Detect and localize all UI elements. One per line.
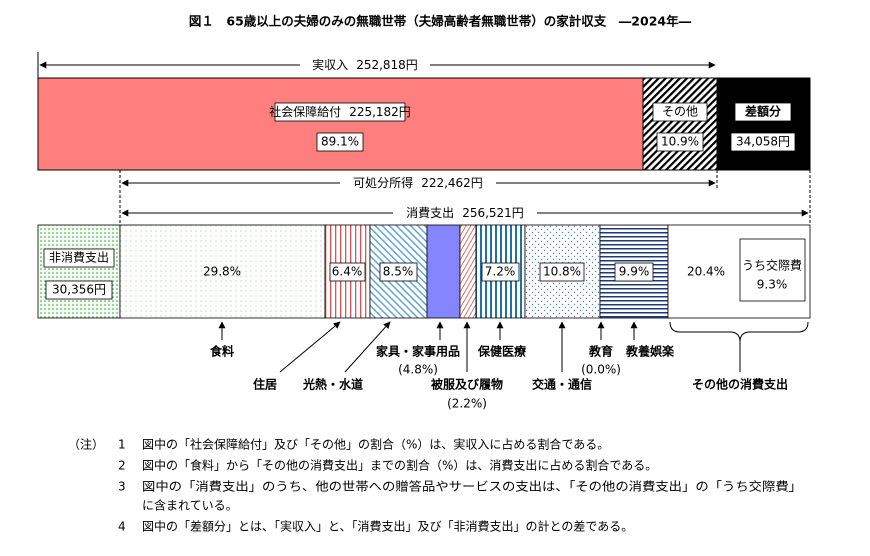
label-box xyxy=(652,102,708,122)
share: 89.1% xyxy=(321,135,359,149)
amount: 34,058円 xyxy=(736,135,790,149)
amount: 252,818円 xyxy=(356,58,418,72)
share: 6.4% xyxy=(332,265,363,279)
social-security-bar xyxy=(37,77,644,171)
income-label: 実収入 252,818円 xyxy=(312,57,418,72)
title: 図１ 65歳以上の夫婦のみの無職世帯（夫婦高齢者無職世帯）の家計収支 ―2024… xyxy=(189,14,692,29)
share: (4.8%) xyxy=(398,363,438,377)
label-box xyxy=(329,262,366,282)
other-label: その他 xyxy=(662,105,698,119)
segment xyxy=(37,224,121,319)
note-number: 2 xyxy=(118,459,126,473)
label-box xyxy=(539,262,585,282)
notes: 1 図中の「社会保障給付」及び「その他」の割合（%）は、実収入に占める割合である… xyxy=(118,437,802,534)
label-box xyxy=(481,262,520,282)
note-text: 図中の「消費支出」のうち、他の世帯への贈答品やサービスの支出は、「その他の消費支… xyxy=(142,479,802,494)
amount: 30,356円 xyxy=(52,283,106,297)
share: (2.2%) xyxy=(447,397,487,411)
label: 消費支出 xyxy=(406,205,454,220)
label-box xyxy=(316,132,364,152)
segment xyxy=(119,224,326,319)
other-income-bar xyxy=(642,77,718,171)
label: 実収入 xyxy=(312,57,348,72)
note-text: に含まれている。 xyxy=(142,498,238,513)
category-label: 住居 xyxy=(253,377,277,392)
note-text: 図中の「社会保障給付」及び「その他」の割合（%）は、実収入に占める割合である。 xyxy=(142,437,609,452)
brace xyxy=(669,321,809,343)
category-label: その他の消費支出 xyxy=(692,377,788,392)
consumption-label: 消費支出 256,521円 xyxy=(406,205,524,220)
note-number: 4 xyxy=(118,520,126,534)
category-label: 食料 xyxy=(209,344,234,359)
label-bg xyxy=(340,175,496,191)
label: 可処分所得 xyxy=(353,175,413,190)
label-box xyxy=(656,132,704,152)
notes-label: （注） xyxy=(68,437,104,452)
note-number: 1 xyxy=(118,438,126,452)
segment xyxy=(459,224,477,319)
amount: 225,182円 xyxy=(349,105,411,119)
label-box xyxy=(45,280,113,300)
category-label: 教育 xyxy=(588,344,613,359)
amount: 222,462円 xyxy=(421,176,483,190)
note-text: 図中の「食料」から「その他の消費支出」までの割合（%）は、消費支出に占める割合で… xyxy=(142,458,657,473)
label-box xyxy=(614,262,654,282)
share: 29.8% xyxy=(203,265,241,279)
share: 8.5% xyxy=(383,265,414,279)
non-consumption-label: 非消費支出 xyxy=(49,250,109,265)
social-security-label: 社会保障給付 225,182円 xyxy=(269,104,411,119)
category-label: 家具・家事用品 xyxy=(376,344,460,359)
sub-share: 9.3% xyxy=(757,278,788,292)
balance-label: 差額分 xyxy=(744,104,781,119)
category-label: 交通・通信 xyxy=(532,377,592,392)
note-text: 図中の「差額分」とは、「実収入」と、「消費支出」及び「非消費支出」の計との差であ… xyxy=(142,519,633,534)
label: 社会保障給付 xyxy=(269,104,341,119)
share: 9.9% xyxy=(619,265,650,279)
category-label: 保健医療 xyxy=(477,344,526,359)
disposable-label: 可処分所得 222,462円 xyxy=(353,175,483,190)
label-bg xyxy=(300,57,430,73)
note-number: 3 xyxy=(118,480,126,494)
share: 20.4% xyxy=(687,265,725,279)
amount: 256,521円 xyxy=(462,206,524,220)
label-bg xyxy=(393,205,537,221)
label-box xyxy=(734,102,792,122)
sub-label: うち交際費 xyxy=(742,258,802,273)
sub-box xyxy=(739,238,806,302)
label-box xyxy=(43,248,115,268)
share: 10.8% xyxy=(543,265,581,279)
label-box xyxy=(274,102,406,122)
share: 7.2% xyxy=(485,265,516,279)
pointer xyxy=(279,321,341,373)
category-label: 被服及び履物 xyxy=(431,377,503,392)
label-box xyxy=(379,262,418,282)
label-box xyxy=(730,132,796,152)
segment xyxy=(426,224,461,319)
share: (0.0%) xyxy=(581,363,621,377)
balance-bar xyxy=(716,77,811,171)
pointer xyxy=(344,321,391,373)
category-label: 光熱・水道 xyxy=(302,377,363,392)
category-label: 教養娯楽 xyxy=(625,344,675,359)
share: 10.9% xyxy=(661,135,699,149)
